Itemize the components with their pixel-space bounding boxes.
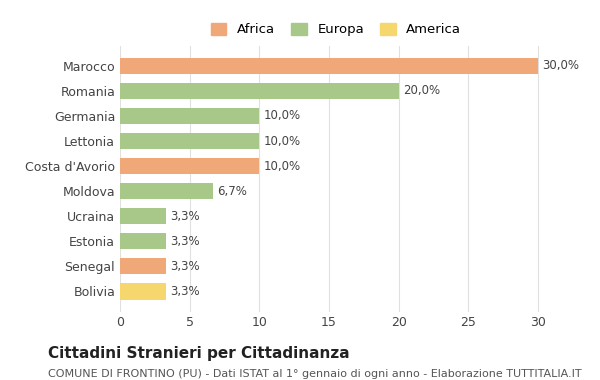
Text: COMUNE DI FRONTINO (PU) - Dati ISTAT al 1° gennaio di ogni anno - Elaborazione T: COMUNE DI FRONTINO (PU) - Dati ISTAT al … [48,369,581,378]
Bar [120,158,259,174]
Text: 10,0%: 10,0% [263,109,301,122]
Bar [120,283,166,299]
Bar [120,258,166,274]
Text: 20,0%: 20,0% [403,84,440,97]
Text: 3,3%: 3,3% [170,260,200,273]
Text: 10,0%: 10,0% [263,135,301,147]
Bar [120,108,259,124]
Bar [120,183,214,199]
Text: 30,0%: 30,0% [542,59,579,72]
Text: 3,3%: 3,3% [170,285,200,298]
Bar [120,208,166,224]
Legend: Africa, Europa, America: Africa, Europa, America [205,17,467,41]
Text: 3,3%: 3,3% [170,235,200,248]
Bar [120,58,538,74]
Text: 10,0%: 10,0% [263,160,301,173]
Text: 6,7%: 6,7% [218,185,247,198]
Text: 3,3%: 3,3% [170,210,200,223]
Text: Cittadini Stranieri per Cittadinanza: Cittadini Stranieri per Cittadinanza [48,346,350,361]
Bar [120,233,166,249]
Bar [120,83,399,99]
Bar [120,133,259,149]
